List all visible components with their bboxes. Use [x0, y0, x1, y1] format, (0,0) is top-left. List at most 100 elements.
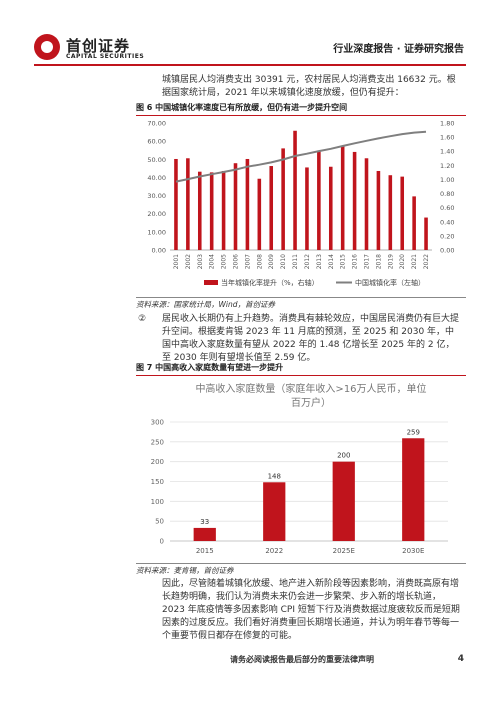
x-axis-year-label: 2018 [375, 254, 382, 269]
x-axis-year-label: 2011 [292, 254, 299, 269]
x-axis-year-label: 2005 [221, 254, 228, 269]
x-axis-year-label: 2003 [197, 254, 204, 269]
left-axis-tick-label: 50.00 [147, 156, 166, 164]
figure6-title: 图 6 中国城镇化率速度已有所放缓，但仍有进一步提升空间 [136, 102, 466, 116]
legend-bar-label: 当年城镇化率提升（%，右轴） [221, 278, 319, 287]
x-axis-year-label: 2014 [328, 254, 335, 269]
y-axis-tick-label: 300 [151, 419, 164, 427]
x-axis-category-label: 2030E [402, 547, 424, 555]
x-axis-year-label: 2017 [364, 254, 371, 269]
urbanization-increase-bar [400, 176, 405, 250]
urbanization-increase-bar [209, 172, 214, 250]
x-axis-year-label: 2008 [256, 254, 263, 269]
urbanization-increase-bar [340, 145, 345, 250]
left-axis-tick-label: 10.00 [147, 228, 166, 236]
figure7-inner-title-line2: 百万户） [291, 396, 331, 409]
right-axis-tick-label: 1.20 [440, 162, 454, 170]
figure7-chart: 中高收入家庭数量（家庭年收入>16万人民币，单位 百万户） 0 50 100 150 2… [151, 382, 448, 555]
figure7-inner-title-line1: 中高收入家庭数量（家庭年收入>16万人民币，单位 [195, 382, 426, 395]
urbanization-increase-bar [388, 175, 393, 250]
urbanization-increase-bar [221, 170, 226, 250]
bar-value-label: 259 [407, 428, 420, 436]
page-header: 首创证券 CAPITAL SECURITIES 行业深度报告 · 证券研究报告 [0, 0, 500, 68]
company-logo: 首创证券 CAPITAL SECURITIES [34, 34, 154, 64]
right-axis-tick-label: 1.40 [440, 148, 454, 156]
right-axis-tick-label: 1.80 [440, 120, 454, 128]
x-axis-year-label: 2021 [411, 254, 418, 269]
urbanization-increase-bar [317, 150, 321, 250]
logo-name-en: CAPITAL SECURITIES [66, 53, 145, 60]
x-axis-category-label: 2025E [333, 547, 355, 555]
x-axis-year-label: 2009 [268, 254, 275, 269]
bar-value-label: 200 [337, 452, 350, 460]
x-axis-year-label: 2019 [387, 254, 394, 269]
household-count-bar [332, 461, 355, 541]
urbanization-increase-bar [328, 166, 333, 250]
y-axis-tick-label: 200 [151, 458, 164, 466]
right-axis-tick-label: 0.60 [440, 204, 454, 212]
x-axis-year-label: 2020 [399, 254, 406, 269]
right-axis-tick-label: 0.00 [440, 247, 454, 255]
legend-line-label: 中国城镇化率（左轴） [355, 278, 425, 287]
urbanization-increase-bar [424, 217, 428, 250]
x-axis-year-label: 2006 [233, 254, 240, 269]
urbanization-increase-bar [305, 167, 309, 250]
left-axis-tick-label: 20.00 [147, 210, 166, 218]
left-axis-tick-label: 70.00 [147, 120, 166, 128]
paragraph-number: ② [138, 314, 147, 324]
bar-value-label: 33 [200, 518, 209, 526]
urbanization-increase-bar [245, 158, 250, 250]
figure7-source: 资料来源：麦肯锡，首创证券 [136, 563, 466, 576]
x-axis-category-label: 2022 [265, 547, 283, 555]
urbanization-increase-bar [269, 166, 274, 250]
left-axis-tick-label: 40.00 [147, 174, 166, 182]
y-axis-tick-label: 150 [151, 478, 164, 486]
urbanization-increase-bar [352, 151, 357, 250]
urbanization-rate-line [175, 130, 427, 183]
household-count-bar [193, 527, 216, 541]
x-axis-year-label: 2007 [244, 254, 251, 269]
figure7-title: 图 7 中国高收入家庭数量有望进一步提升 [136, 362, 466, 376]
figure6-source: 资料来源：国家统计局，Wind，首创证券 [136, 297, 466, 310]
x-axis-year-label: 2004 [209, 254, 216, 269]
header-divider [34, 64, 466, 66]
urbanization-increase-bar [376, 170, 381, 250]
y-axis-tick-label: 100 [151, 498, 164, 506]
left-axis-tick-label: 30.00 [147, 192, 166, 200]
x-axis-year-label: 2015 [340, 254, 347, 269]
x-axis-year-label: 2001 [173, 254, 180, 269]
x-axis-category-label: 2015 [196, 547, 214, 555]
paragraph-income-growth: ② 居民收入长期仍有上升趋势。消费具有棘轮效应，中国居民消费仍有巨大提升空间。根… [138, 313, 462, 365]
paragraph-urban-consumption: 城镇居民人均消费支出 30391 元，农村居民人均消费支出 16632 元。根据… [162, 75, 456, 98]
y-axis-tick-label: 0 [160, 538, 164, 546]
urbanization-increase-bar [293, 130, 297, 250]
urbanization-increase-bar [281, 148, 285, 250]
logo-name-cn: 首创证券 [66, 37, 131, 55]
right-axis-tick-label: 1.60 [440, 134, 454, 142]
urbanization-increase-bar [197, 171, 202, 250]
urbanization-increase-bar [412, 196, 416, 250]
paragraph-income-text: 居民收入长期仍有上升趋势。消费具有棘轮效应，中国居民消费仍有巨大提升空间。根据麦… [162, 314, 460, 363]
y-axis-tick-label: 250 [151, 438, 164, 446]
x-axis-year-label: 2002 [185, 254, 192, 269]
right-axis-tick-label: 0.20 [440, 232, 454, 240]
household-count-bar [402, 438, 425, 541]
left-axis-tick-label: 0.00 [152, 247, 166, 255]
right-axis-tick-label: 1.00 [440, 176, 454, 184]
paragraph-conclusion: 因此，尽管随着城镇化放缓、地产进入新阶段等因素影响，消费既高原有增长趋势明确，我… [162, 579, 460, 641]
urbanization-increase-bar [233, 163, 238, 250]
legend-bar-swatch [204, 280, 218, 285]
figure6-chart: 0.0010.0020.0030.0040.0050.0060.0070.00 … [147, 120, 454, 288]
report-type: 行业深度报告 · 证券研究报告 [333, 44, 464, 55]
x-axis-year-label: 2010 [280, 254, 287, 269]
household-count-bar [263, 482, 286, 541]
right-axis-tick-label: 0.80 [440, 190, 454, 198]
urbanization-increase-bar [257, 178, 262, 250]
urbanization-increase-bar [186, 158, 190, 250]
page-number: 4 [457, 654, 464, 664]
footer-disclaimer: 请务必阅读报告最后部分的重要法律声明 [230, 655, 374, 664]
x-axis-year-label: 2013 [316, 254, 323, 269]
x-axis-year-label: 2012 [304, 254, 311, 269]
x-axis-year-label: 2022 [423, 254, 430, 269]
bar-value-label: 148 [268, 472, 281, 480]
